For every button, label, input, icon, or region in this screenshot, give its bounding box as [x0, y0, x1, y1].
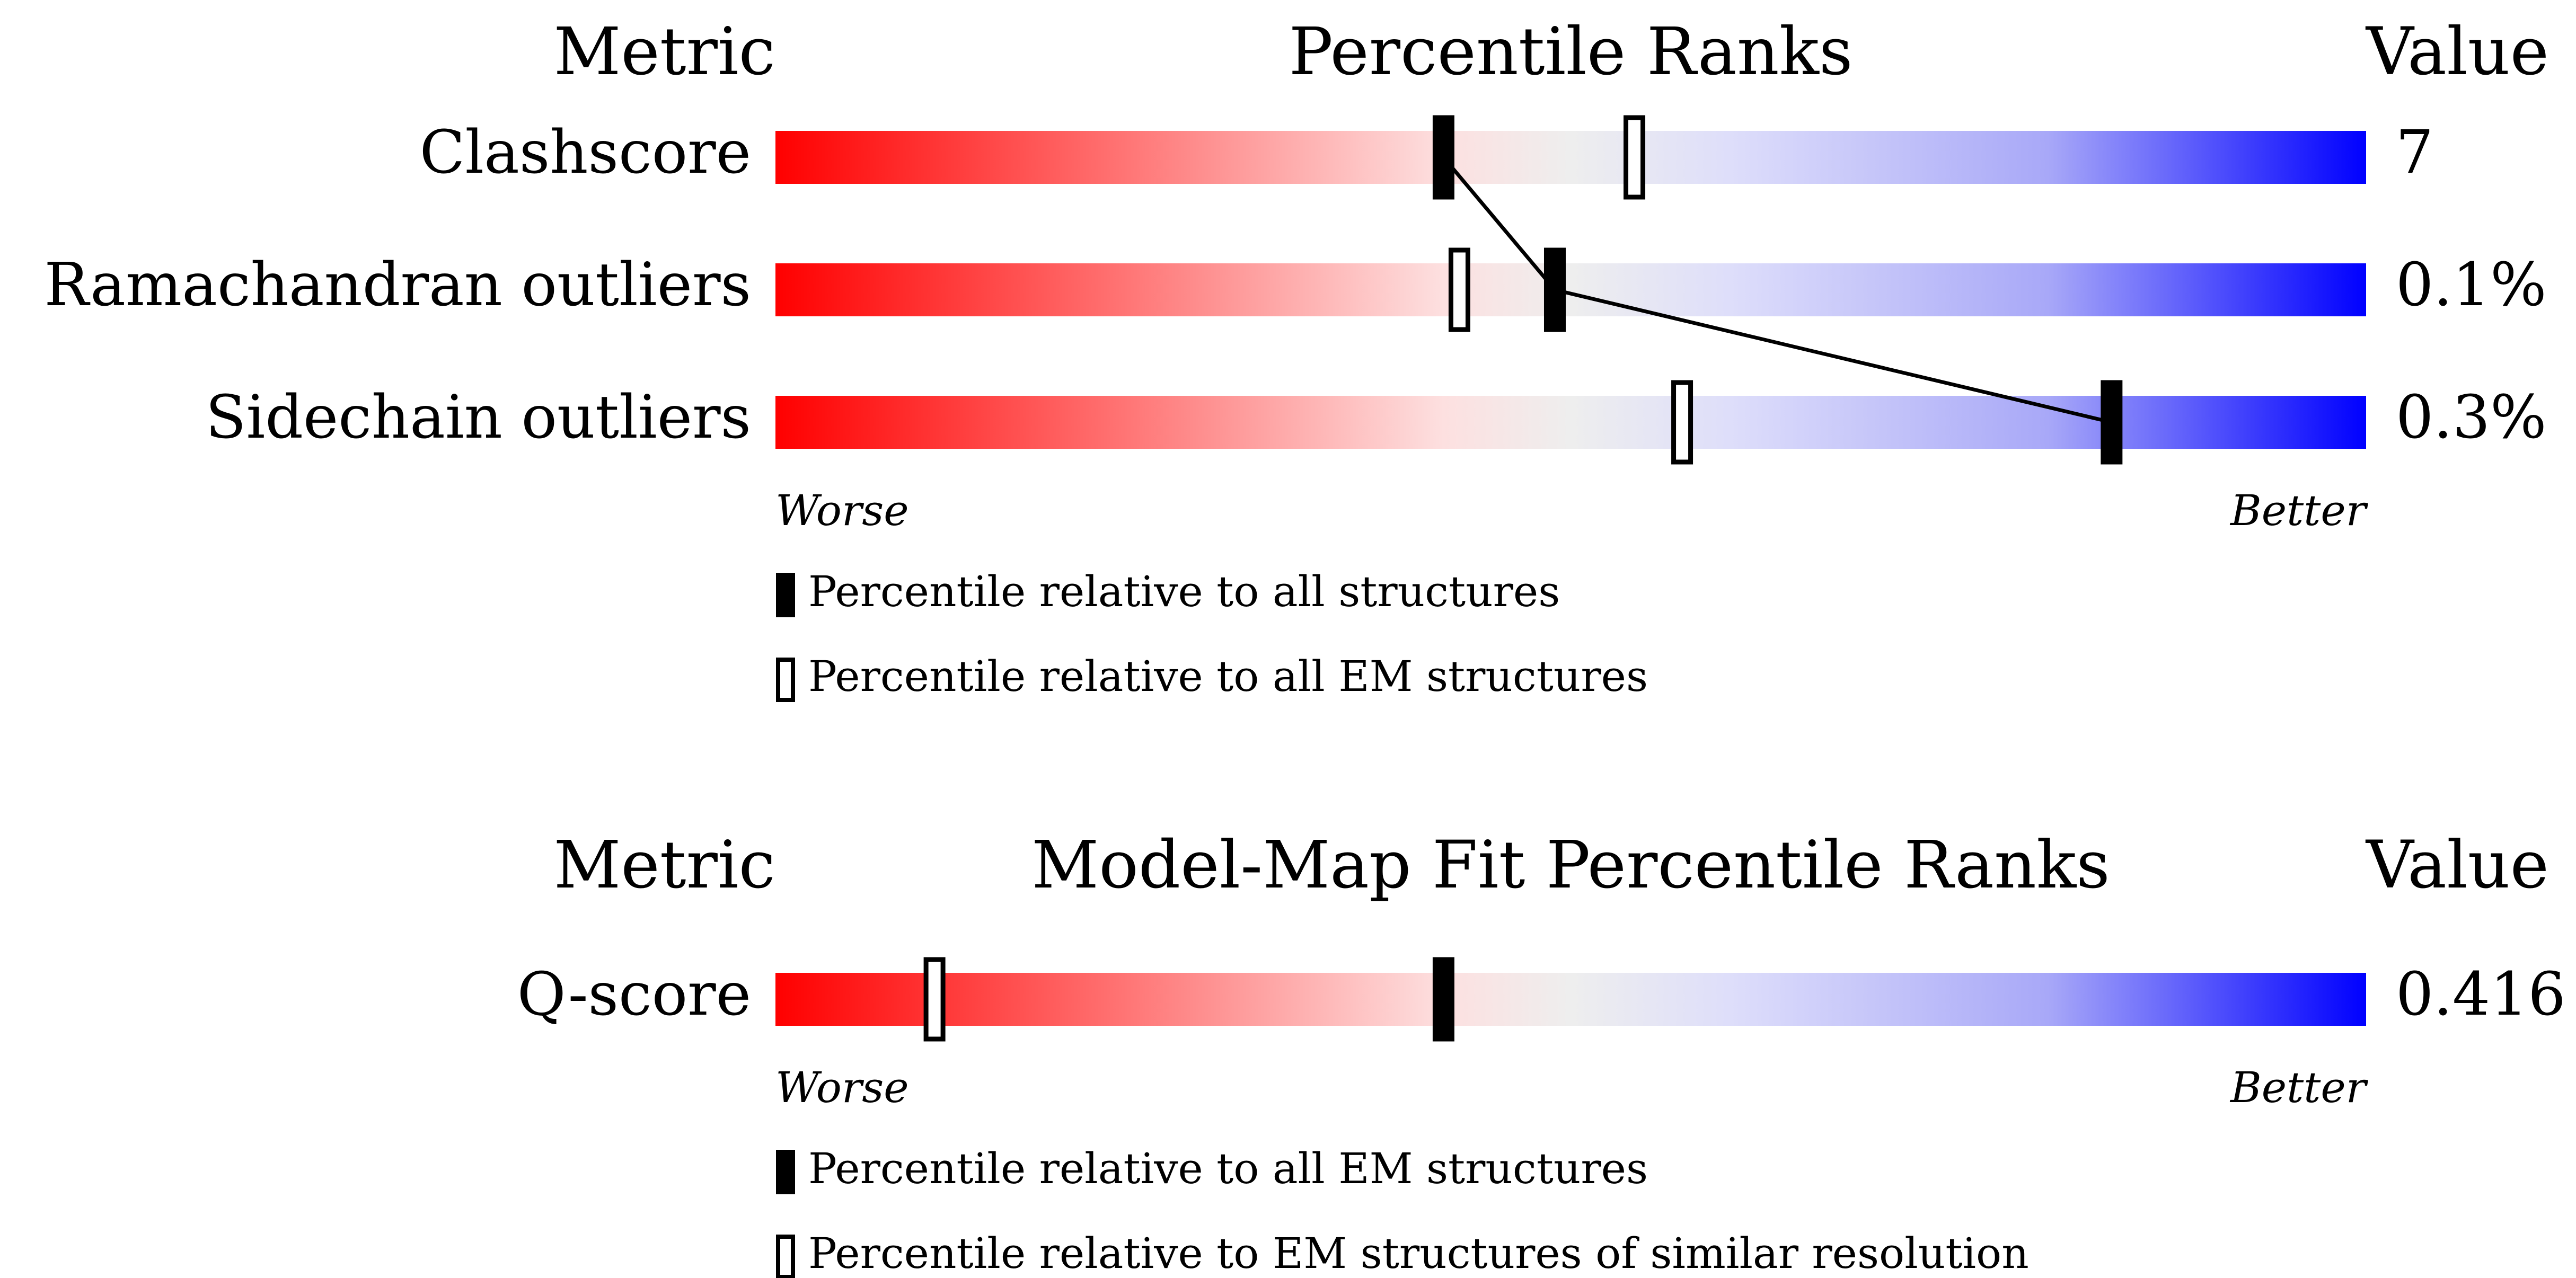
percentile-marker: [1543, 247, 1566, 332]
legend-label: Percentile relative to all structures: [808, 567, 1560, 616]
metric-label: Ramachandran outliers: [44, 251, 751, 320]
value-header: Value: [2365, 14, 2549, 90]
axis-end-label: Better: [2229, 1063, 2369, 1112]
slider-bar: [775, 973, 2366, 1026]
percentile-marker: [1432, 115, 1454, 200]
legend-swatch: [776, 573, 795, 617]
axis-end-label: Worse: [775, 1063, 909, 1112]
legend-swatch: [776, 658, 795, 702]
percentile-marker: [2101, 380, 2123, 465]
value-header: Value: [2365, 827, 2549, 903]
metric-value: 0.1%: [2396, 251, 2547, 320]
metric-label: Clashscore: [420, 118, 751, 187]
metric-value: 7: [2396, 118, 2433, 187]
metric-label: Sidechain outliers: [206, 383, 751, 452]
legend-label: Percentile relative to EM structures of …: [808, 1229, 2029, 1278]
chart-title: Percentile Ranks: [1289, 14, 1853, 90]
metric-header: Metric: [553, 827, 775, 903]
metric-value: 0.416: [2396, 960, 2566, 1029]
legend-swatch: [776, 1150, 795, 1194]
percentile-marker: [1448, 247, 1470, 332]
percentile-marker: [1671, 380, 1693, 465]
legend-label: Percentile relative to all EM structures: [808, 652, 1648, 701]
slider-bar: [775, 263, 2366, 316]
legend-swatch: [776, 1235, 795, 1278]
percentile-marker: [1624, 115, 1646, 200]
axis-end-label: Worse: [775, 486, 909, 535]
slider-bar: [775, 396, 2366, 449]
axis-end-label: Better: [2229, 486, 2369, 535]
metric-value: 0.3%: [2396, 383, 2547, 452]
metric-header: Metric: [553, 14, 775, 90]
percentile-marker: [1432, 957, 1454, 1042]
legend-label: Percentile relative to all EM structures: [808, 1144, 1648, 1193]
metric-label: Q-score: [517, 960, 751, 1029]
slider-bar: [775, 131, 2366, 184]
chart-title: Model-Map Fit Percentile Ranks: [1031, 827, 2110, 903]
percentile-marker: [923, 957, 946, 1042]
